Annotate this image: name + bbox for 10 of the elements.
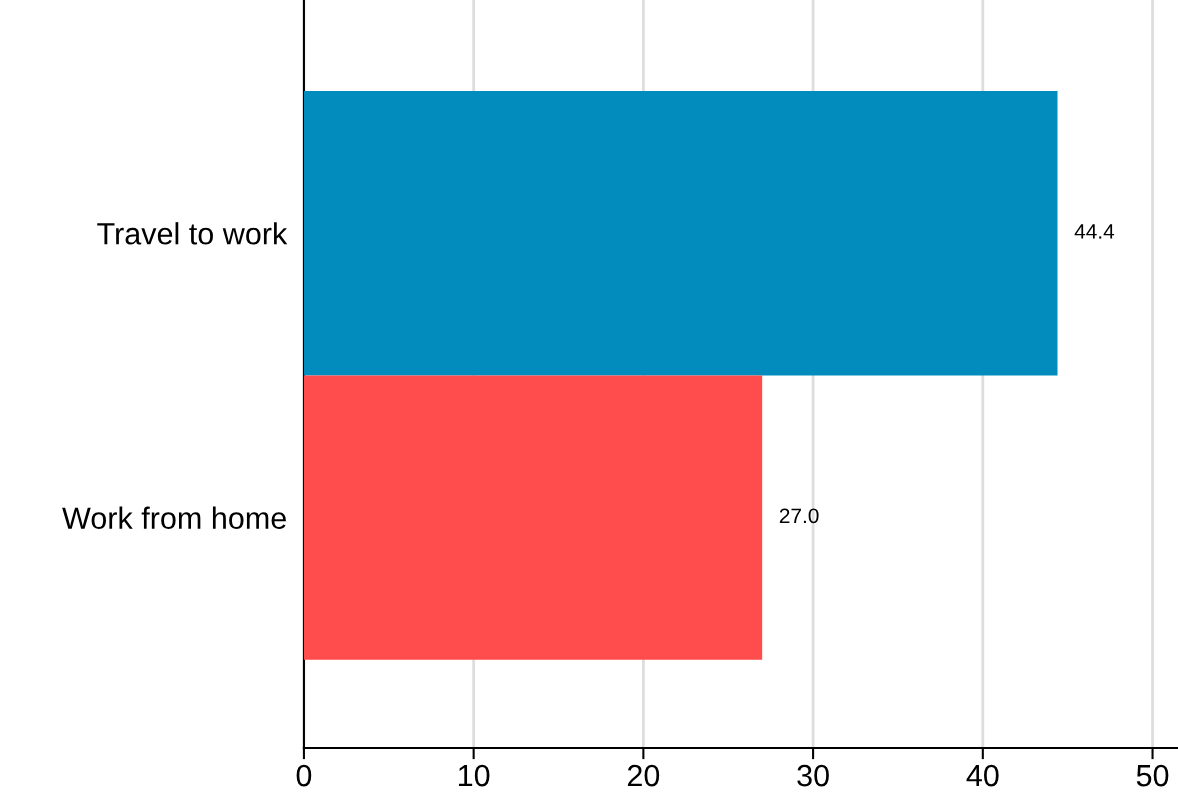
y-tick-label: Work from home — [62, 506, 286, 529]
x-tick-label: 10 — [458, 764, 490, 787]
x-tick-label: 50 — [1136, 764, 1169, 787]
y-tick-label: Travel to work — [97, 222, 288, 245]
x-tick-label: 0 — [296, 764, 312, 787]
x-tick-label: 30 — [797, 764, 829, 787]
x-tick-label: 40 — [966, 764, 999, 787]
data-label: 27.0 — [779, 508, 819, 524]
x-tick-label: 20 — [627, 764, 660, 787]
data-label: 44.4 — [1074, 224, 1115, 239]
